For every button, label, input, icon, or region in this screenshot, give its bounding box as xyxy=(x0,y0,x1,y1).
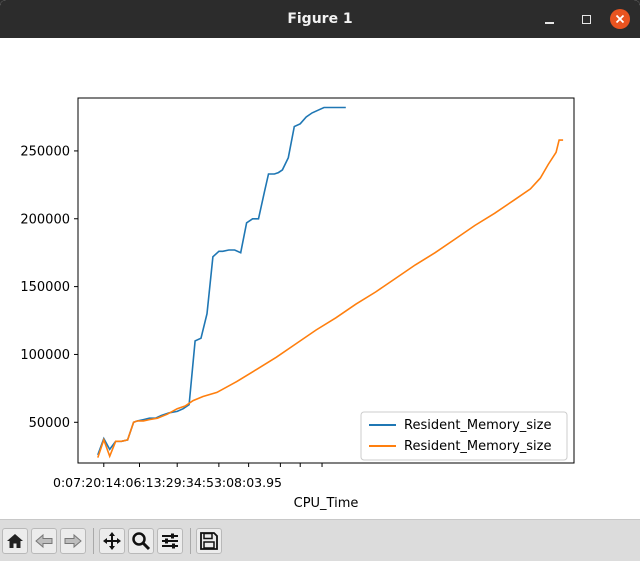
series-layer xyxy=(97,106,564,459)
y-tick-label: 150000 xyxy=(20,280,70,295)
legend-label-series-1: Resident_Memory_size xyxy=(404,418,552,433)
figure-canvas[interactable]: 50000 100000 150000 200000 250000 0:07:20:14… xyxy=(0,38,640,519)
legend-label-series-2: Resident_Memory_size xyxy=(404,439,552,454)
y-axis: 50000 100000 150000 200000 250000 xyxy=(20,144,78,431)
close-icon xyxy=(615,14,625,24)
series-line-2 xyxy=(97,139,564,459)
close-button[interactable] xyxy=(610,9,630,29)
back-button[interactable] xyxy=(31,528,57,554)
y-tick-label: 250000 xyxy=(20,144,70,159)
maximize-icon xyxy=(582,15,591,24)
y-tick-label: 50000 xyxy=(29,416,70,431)
window-title: Figure 1 xyxy=(287,11,353,27)
maximize-button[interactable] xyxy=(577,9,597,29)
matplotlib-toolbar xyxy=(0,519,640,561)
home-icon xyxy=(7,534,23,548)
x-axis-label: CPU_Time xyxy=(294,496,359,511)
minimize-button[interactable] xyxy=(540,9,560,29)
forward-button[interactable] xyxy=(60,528,86,554)
y-tick-label: 200000 xyxy=(20,212,70,227)
back-arrow-icon xyxy=(35,533,53,549)
zoom-button[interactable] xyxy=(128,528,154,554)
toolbar-separator xyxy=(190,528,191,554)
chart: 50000 100000 150000 200000 250000 0:07:20:14… xyxy=(20,97,575,511)
subplots-config-icon xyxy=(162,533,178,549)
toolbar-separator xyxy=(93,528,94,554)
y-tick-label: 100000 xyxy=(20,348,70,363)
save-button[interactable] xyxy=(196,528,222,554)
home-button[interactable] xyxy=(2,528,28,554)
zoom-icon xyxy=(132,532,151,551)
pan-button[interactable] xyxy=(99,528,125,554)
window-titlebar[interactable]: Figure 1 xyxy=(0,0,640,38)
configure-subplots-button[interactable] xyxy=(157,528,183,554)
x-axis xyxy=(103,463,323,467)
pan-icon xyxy=(103,532,121,550)
legend-box xyxy=(360,411,568,461)
plot-area xyxy=(77,97,575,464)
legend: Resident_Memory_size Resident_Memory_siz… xyxy=(360,411,568,461)
forward-arrow-icon xyxy=(64,533,82,549)
minimize-icon xyxy=(545,22,554,24)
save-icon xyxy=(200,532,218,550)
x-tick-labels: 0:07:20:14:06:13:29:34:53:08:03.95 xyxy=(53,475,282,490)
